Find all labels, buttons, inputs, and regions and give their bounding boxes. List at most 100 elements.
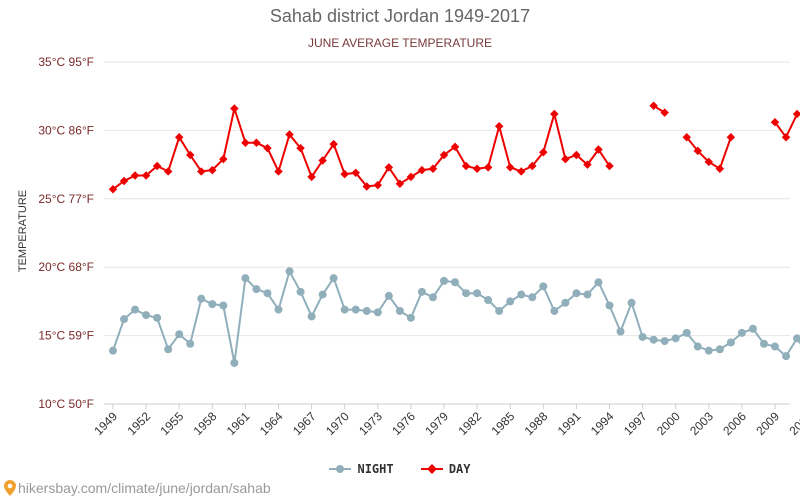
data-point[interactable] (274, 305, 283, 314)
data-point[interactable] (704, 346, 713, 355)
data-point[interactable] (164, 345, 173, 354)
data-point[interactable] (351, 305, 360, 314)
data-point[interactable] (120, 315, 129, 324)
data-point[interactable] (185, 150, 195, 160)
data-point[interactable] (550, 109, 559, 119)
data-point[interactable] (208, 300, 217, 309)
data-point[interactable] (329, 274, 338, 283)
data-point[interactable] (472, 164, 482, 173)
data-point[interactable] (219, 301, 228, 310)
data-point[interactable] (561, 154, 570, 164)
data-point[interactable] (197, 294, 206, 303)
data-point[interactable] (186, 339, 195, 348)
data-point[interactable] (230, 104, 239, 113)
data-point[interactable] (748, 324, 757, 333)
data-point[interactable] (572, 289, 581, 298)
data-point[interactable] (230, 358, 239, 367)
data-point[interactable] (627, 298, 636, 307)
data-point[interactable] (241, 274, 250, 283)
data-point[interactable] (373, 180, 383, 190)
data-point[interactable] (274, 167, 283, 176)
data-point[interactable] (329, 139, 338, 149)
data-point[interactable] (318, 156, 327, 165)
data-point[interactable] (440, 276, 448, 285)
data-point[interactable] (649, 335, 658, 344)
data-point[interactable] (771, 342, 779, 351)
data-point[interactable] (759, 339, 768, 348)
data-point[interactable] (660, 337, 669, 346)
data-point[interactable] (726, 338, 735, 347)
data-point[interactable] (362, 182, 372, 191)
data-point[interactable] (252, 285, 261, 294)
data-point[interactable] (119, 176, 129, 186)
data-point[interactable] (351, 168, 360, 178)
data-point[interactable] (252, 138, 261, 147)
data-point[interactable] (141, 171, 151, 180)
data-point[interactable] (539, 282, 548, 291)
legend-item-night[interactable]: NIGHT (329, 462, 394, 476)
data-point[interactable] (737, 328, 746, 337)
data-point[interactable] (296, 287, 305, 296)
data-point[interactable] (793, 334, 800, 343)
data-point[interactable] (285, 267, 294, 276)
data-point[interactable] (263, 289, 272, 298)
data-point[interactable] (462, 289, 471, 298)
data-point[interactable] (130, 171, 140, 180)
data-point[interactable] (483, 163, 493, 172)
data-point[interactable] (208, 165, 217, 175)
source-link[interactable]: hikersbay.com/climate/june/jordan/sahab (4, 480, 271, 496)
data-point[interactable] (307, 312, 316, 321)
data-point[interactable] (307, 172, 316, 182)
legend-item-day[interactable]: DAY (420, 462, 471, 476)
data-point[interactable] (506, 297, 515, 306)
data-point[interactable] (241, 138, 250, 147)
data-point[interactable] (395, 179, 405, 188)
data-point[interactable] (163, 167, 173, 176)
data-point[interactable] (428, 293, 437, 302)
data-point[interactable] (197, 167, 206, 176)
data-point[interactable] (340, 305, 349, 314)
data-point[interactable] (726, 132, 736, 142)
data-point[interactable] (108, 184, 118, 194)
data-point[interactable] (417, 165, 427, 175)
data-point[interactable] (174, 132, 184, 142)
data-point[interactable] (605, 301, 614, 310)
data-point[interactable] (362, 306, 371, 315)
data-point[interactable] (583, 290, 592, 299)
data-point[interactable] (450, 142, 460, 152)
data-point[interactable] (417, 287, 426, 296)
data-point[interactable] (484, 296, 493, 305)
data-point[interactable] (406, 172, 416, 182)
data-point[interactable] (318, 290, 327, 299)
data-point[interactable] (439, 150, 449, 160)
data-point[interactable] (109, 346, 117, 355)
data-point[interactable] (792, 109, 800, 119)
data-point[interactable] (142, 311, 151, 320)
data-point[interactable] (594, 278, 603, 287)
data-point[interactable] (451, 278, 460, 287)
data-point[interactable] (782, 352, 791, 361)
data-point[interactable] (561, 298, 570, 307)
data-point[interactable] (428, 164, 438, 173)
data-point[interactable] (473, 289, 482, 298)
data-point[interactable] (516, 167, 526, 176)
data-point[interactable] (153, 313, 162, 322)
data-point[interactable] (131, 305, 140, 314)
data-point[interactable] (693, 342, 702, 351)
data-point[interactable] (175, 330, 184, 339)
data-point[interactable] (517, 290, 526, 299)
data-point[interactable] (395, 306, 404, 315)
data-point[interactable] (494, 122, 504, 131)
data-point[interactable] (285, 130, 294, 139)
data-point[interactable] (384, 291, 393, 300)
data-point[interactable] (461, 161, 471, 171)
data-point[interactable] (715, 345, 724, 354)
data-point[interactable] (296, 143, 305, 153)
data-point[interactable] (550, 306, 559, 315)
data-point[interactable] (373, 308, 382, 317)
data-point[interactable] (263, 143, 272, 153)
data-point[interactable] (406, 313, 415, 322)
data-point[interactable] (384, 163, 394, 172)
data-point[interactable] (505, 163, 515, 172)
data-point[interactable] (682, 328, 691, 337)
